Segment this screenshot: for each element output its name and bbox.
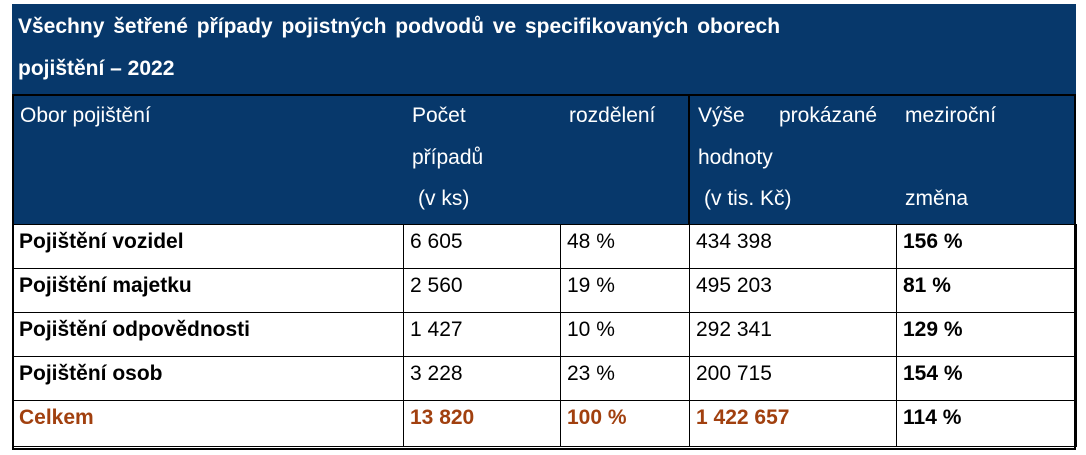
table-title: Všechny šetřené případy pojistných podvo…: [12, 4, 1076, 94]
row-pocet: 1 427: [403, 312, 561, 357]
row-zmena: 154 %: [896, 356, 1077, 401]
insurance-fraud-table: Všechny šetřené případy pojistných podvo…: [12, 4, 1077, 450]
row-zmena: 156 %: [896, 224, 1077, 269]
table-title-line-2: pojištění – 2022: [18, 57, 175, 80]
row-zmena: 129 %: [896, 312, 1077, 357]
row-rozdeleni: 48 %: [560, 224, 690, 269]
header-pocet-line-1: Počet: [412, 104, 466, 127]
total-row: Celkem 13 820 100 % 1 422 657 114 %: [12, 400, 1077, 447]
header-zmena-line-1: meziroční: [905, 104, 997, 127]
row-vyse: 495 203: [689, 268, 897, 313]
row-zmena: 81 %: [896, 268, 1077, 313]
header-vyse-line-3: (v tis. Kč): [704, 187, 792, 210]
table-row: Pojištění vozidel 6 605 48 % 434 398 156…: [12, 224, 1077, 269]
total-pocet: 13 820: [403, 400, 561, 447]
row-rozdeleni: 10 %: [560, 312, 690, 357]
row-obor: Pojištění majetku: [12, 268, 404, 313]
header-divider: [688, 94, 690, 224]
row-vyse: 200 715: [689, 356, 897, 401]
header-vyse-line-1a: Výše: [698, 104, 745, 127]
data-table: Pojištění vozidel 6 605 48 % 434 398 156…: [12, 224, 1077, 447]
row-obor: Pojištění osob: [12, 356, 404, 401]
row-pocet: 3 228: [403, 356, 561, 401]
table-row: Pojištění majetku 2 560 19 % 495 203 81 …: [12, 268, 1077, 313]
header-pocet-line-2: případů: [412, 146, 484, 169]
table-header: Obor pojištění Počet případů (v ks) rozd…: [12, 94, 1076, 224]
row-rozdeleni: 19 %: [560, 268, 690, 313]
header-rozdeleni: rozdělení: [569, 104, 656, 127]
total-vyse: 1 422 657: [689, 400, 897, 447]
header-vyse-line-1b: prokázané: [779, 104, 878, 127]
row-vyse: 434 398: [689, 224, 897, 269]
table-row: Pojištění osob 3 228 23 % 200 715 154 %: [12, 356, 1077, 401]
header-obor: Obor pojištění: [20, 104, 151, 127]
row-obor: Pojištění odpovědnosti: [12, 312, 404, 357]
row-rozdeleni: 23 %: [560, 356, 690, 401]
table-title-line-1: Všechny šetřené případy pojistných podvo…: [18, 15, 781, 38]
total-zmena: 114 %: [896, 400, 1077, 447]
row-obor: Pojištění vozidel: [12, 224, 404, 269]
header-vyse-line-2: hodnoty: [698, 146, 773, 169]
header-zmena-line-3: změna: [905, 187, 969, 210]
total-rozdeleni: 100 %: [560, 400, 690, 447]
total-obor: Celkem: [12, 400, 404, 447]
row-pocet: 2 560: [403, 268, 561, 313]
table-row: Pojištění odpovědnosti 1 427 10 % 292 34…: [12, 312, 1077, 357]
row-vyse: 292 341: [689, 312, 897, 357]
header-pocet-line-3: (v ks): [418, 187, 470, 210]
row-pocet: 6 605: [403, 224, 561, 269]
